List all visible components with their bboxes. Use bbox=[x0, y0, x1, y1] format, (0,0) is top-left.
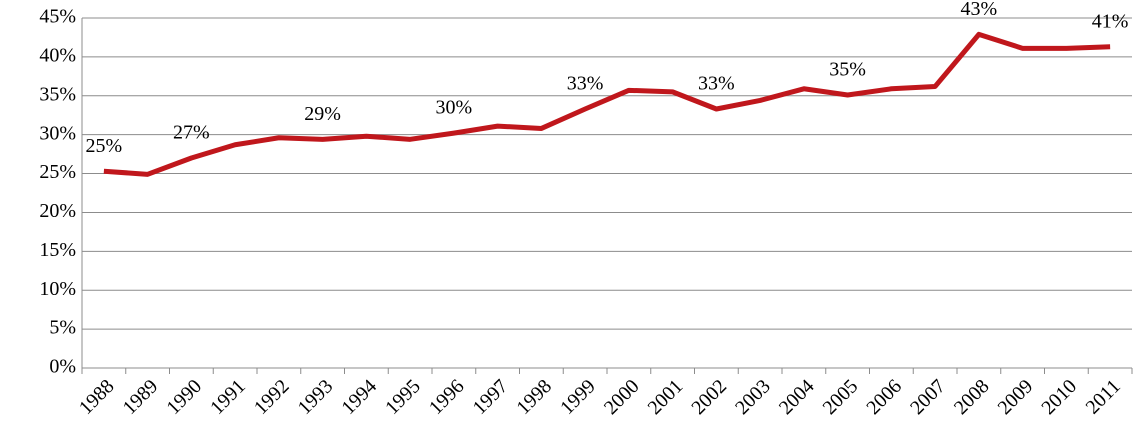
x-tick-label: 2005 bbox=[819, 375, 863, 419]
x-tick-label: 2006 bbox=[862, 375, 906, 419]
data-label: 29% bbox=[304, 103, 341, 125]
y-tick-label: 40% bbox=[39, 44, 76, 66]
x-tick-label: 2011 bbox=[1082, 375, 1125, 418]
y-tick-label: 15% bbox=[39, 239, 76, 261]
x-tick-label: 1993 bbox=[294, 375, 338, 419]
x-tick-label: 2004 bbox=[775, 375, 819, 419]
x-tick-label: 1988 bbox=[75, 375, 119, 419]
y-tick-label: 5% bbox=[49, 317, 76, 339]
x-tick-label: 2003 bbox=[731, 375, 775, 419]
x-tick-label: 2009 bbox=[994, 375, 1038, 419]
y-tick-label: 30% bbox=[39, 122, 76, 144]
x-tick-label: 2007 bbox=[906, 375, 950, 419]
x-tick-label: 2010 bbox=[1037, 375, 1081, 419]
x-tick-label: 2000 bbox=[600, 375, 644, 419]
x-tick-label: 1989 bbox=[119, 375, 163, 419]
y-tick-label: 10% bbox=[39, 278, 76, 300]
data-label: 33% bbox=[567, 73, 604, 95]
x-tick-label: 1999 bbox=[556, 375, 600, 419]
y-tick-label: 0% bbox=[49, 356, 76, 378]
x-tick-label: 1990 bbox=[162, 375, 206, 419]
x-tick-label: 2001 bbox=[644, 375, 688, 419]
y-tick-label: 20% bbox=[39, 200, 76, 222]
y-tick-label: 45% bbox=[39, 6, 76, 28]
data-label: 33% bbox=[698, 73, 735, 95]
data-label: 35% bbox=[829, 59, 866, 81]
x-tick-label: 1991 bbox=[206, 375, 250, 419]
data-label: 25% bbox=[86, 135, 123, 157]
data-label: 41% bbox=[1092, 10, 1129, 32]
x-tick-label: 1994 bbox=[337, 375, 381, 419]
y-tick-label: 25% bbox=[39, 161, 76, 183]
data-label: 27% bbox=[173, 122, 210, 144]
data-line bbox=[103, 31, 1111, 177]
x-tick-label: 1995 bbox=[381, 375, 425, 419]
x-tick-label: 1997 bbox=[469, 375, 513, 419]
x-tick-label: 1992 bbox=[250, 375, 294, 419]
data-label: 30% bbox=[436, 97, 473, 119]
data-label: 43% bbox=[961, 0, 998, 20]
x-tick-label: 1998 bbox=[512, 375, 556, 419]
x-tick-label: 1996 bbox=[425, 375, 469, 419]
x-tick-label: 2002 bbox=[687, 375, 731, 419]
y-tick-label: 35% bbox=[39, 83, 76, 105]
x-tick-label: 2008 bbox=[950, 375, 994, 419]
